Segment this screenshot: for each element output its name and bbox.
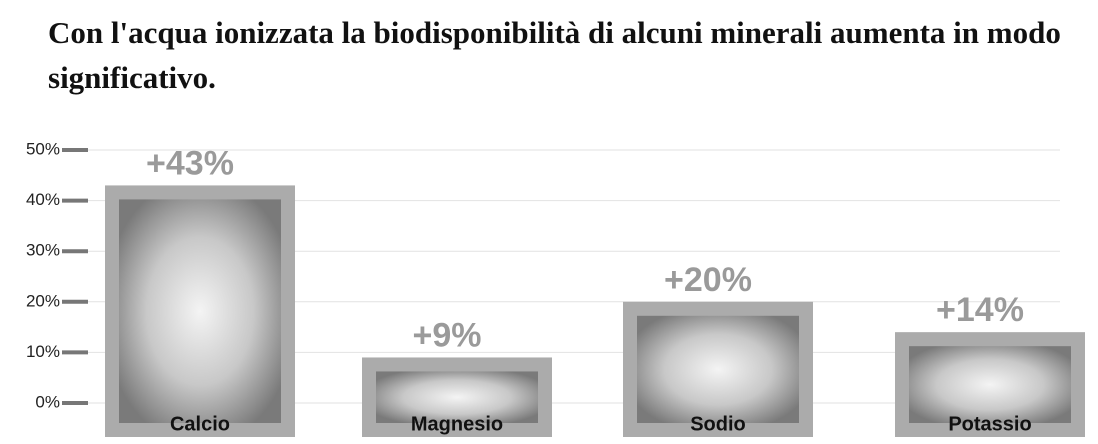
- y-tick-label: 30%: [26, 241, 60, 260]
- y-tick-label: 10%: [26, 342, 60, 361]
- y-tick-label: 0%: [35, 392, 60, 411]
- y-tick-label: 40%: [26, 190, 60, 209]
- bar-glow: [637, 315, 799, 423]
- bar-glow: [119, 199, 281, 423]
- y-tick-label: 20%: [26, 291, 60, 310]
- bar-glow: [376, 371, 538, 423]
- value-label: +14%: [936, 291, 1024, 329]
- value-label: +43%: [146, 144, 234, 182]
- bar-glow: [909, 346, 1071, 423]
- value-label: +20%: [664, 261, 752, 299]
- x-tick-label: Magnesio: [411, 413, 503, 435]
- chart-title: Con l'acqua ionizzata la biodisponibilit…: [48, 15, 1061, 95]
- value-label: +9%: [413, 316, 482, 354]
- y-tick-label: 50%: [26, 139, 60, 158]
- x-tick-label: Sodio: [690, 413, 746, 435]
- x-tick-label: Potassio: [948, 413, 1031, 435]
- x-tick-label: Calcio: [170, 413, 230, 435]
